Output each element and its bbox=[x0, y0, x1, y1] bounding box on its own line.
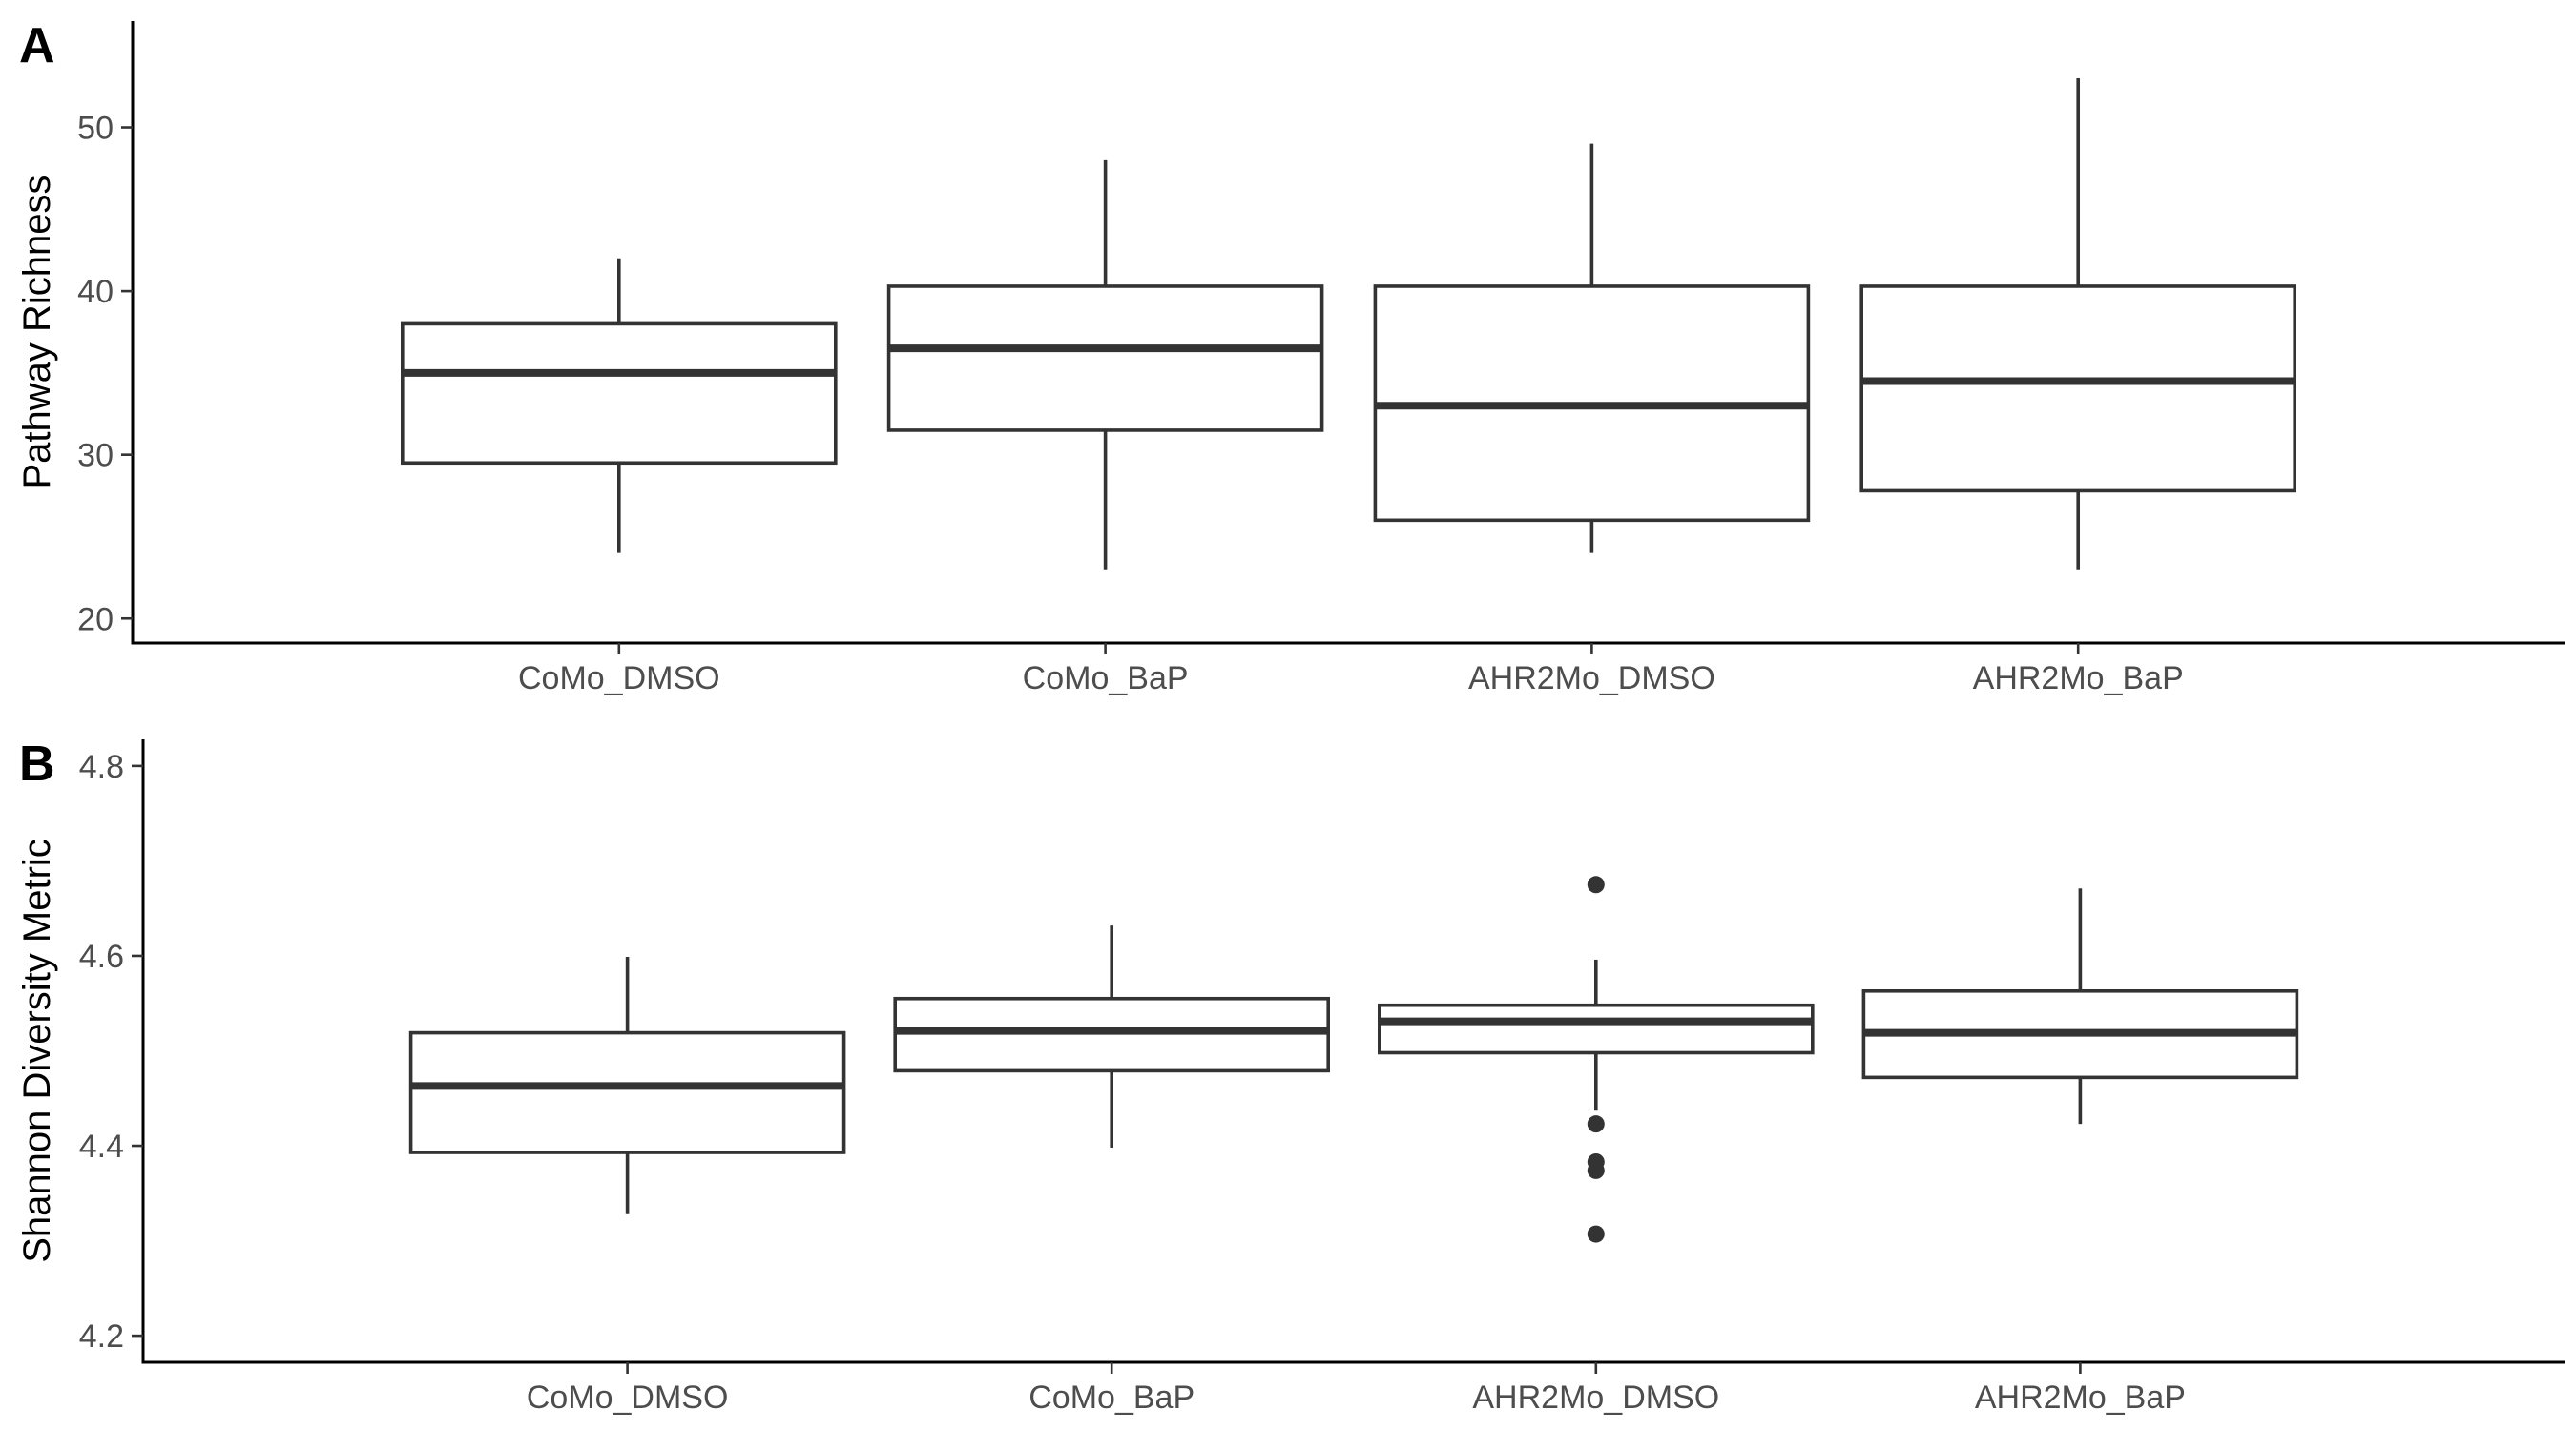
x-tick-label: AHR2Mo_BaP bbox=[1975, 1379, 2186, 1416]
y-tick-label: 20 bbox=[77, 601, 114, 637]
x-tick-label: AHR2Mo_DMSO bbox=[1468, 660, 1715, 696]
y-tick-label: 30 bbox=[77, 438, 114, 474]
panel-b: B Shannon Diversity Metric 4.2 4.4 4.6 4.8 CoM… bbox=[16, 736, 2565, 1416]
x-tick-label: AHR2Mo_DMSO bbox=[1472, 1379, 1719, 1416]
outlier-point bbox=[1587, 876, 1605, 894]
box bbox=[1859, 284, 2296, 493]
box bbox=[408, 1030, 846, 1154]
panel-tag: B bbox=[19, 736, 55, 792]
outlier-point bbox=[1587, 1161, 1605, 1179]
y-axis-title: Shannon Diversity Metric bbox=[16, 839, 58, 1263]
outlier-point bbox=[1587, 1115, 1605, 1133]
box bbox=[1378, 1003, 1815, 1055]
x-tick-label: CoMo_BaP bbox=[1028, 1379, 1195, 1416]
x-tick-label: CoMo_DMSO bbox=[518, 660, 720, 696]
y-tick-label: 40 bbox=[77, 274, 114, 310]
x-tick-label: AHR2Mo_BaP bbox=[1973, 660, 2184, 696]
box bbox=[400, 321, 838, 466]
y-axis-title: Pathway Richness bbox=[16, 175, 58, 488]
y-tick-label: 4.4 bbox=[79, 1129, 124, 1165]
x-tick-label: CoMo_DMSO bbox=[527, 1379, 729, 1416]
y-tick-label: 50 bbox=[77, 111, 114, 147]
box bbox=[886, 284, 1324, 432]
y-tick-label: 4.8 bbox=[79, 749, 124, 785]
panel-tag: A bbox=[19, 18, 55, 73]
y-tick-label: 4.2 bbox=[79, 1318, 124, 1355]
panel-a: A Pathway Richness 20 30 40 50 CoMo_DMSO CoMo_B… bbox=[16, 18, 2565, 696]
outlier-point bbox=[1587, 1225, 1605, 1243]
x-tick-label: CoMo_BaP bbox=[1023, 660, 1189, 696]
y-tick-label: 4.6 bbox=[79, 939, 124, 975]
